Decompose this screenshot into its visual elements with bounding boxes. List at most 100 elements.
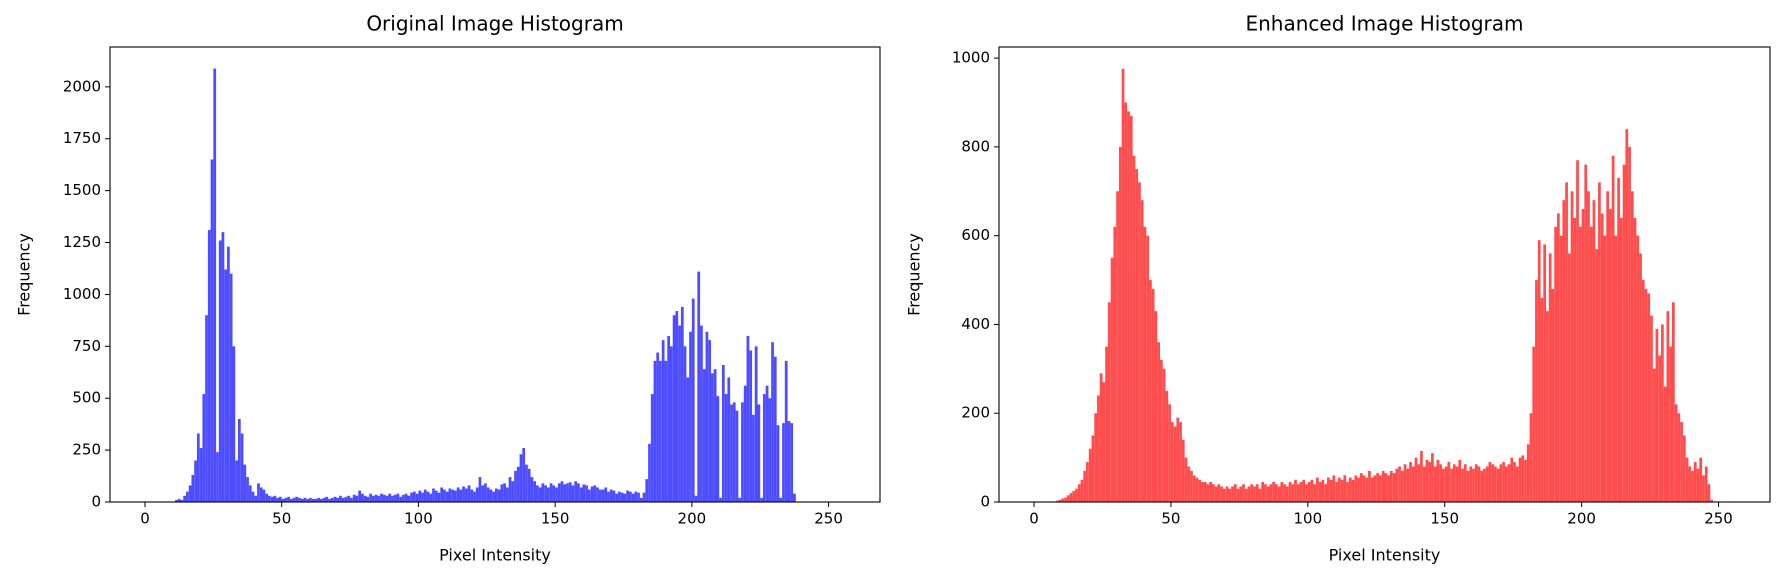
y-tick-label: 750: [72, 337, 101, 355]
bar: [1644, 288, 1648, 502]
bar: [787, 421, 791, 502]
bar: [341, 497, 345, 502]
bar: [1138, 182, 1141, 502]
bar: [1337, 477, 1341, 502]
y-axis-label: Frequency: [15, 233, 34, 316]
bar: [207, 230, 211, 502]
bar: [659, 360, 662, 502]
y-tick-label: 200: [961, 404, 990, 422]
bar: [292, 497, 296, 502]
bar: [333, 496, 337, 502]
bar: [1162, 368, 1166, 502]
bar: [1384, 473, 1388, 502]
bar: [1480, 470, 1484, 502]
bar: [1129, 115, 1133, 503]
bar: [1250, 484, 1254, 502]
bar: [1535, 280, 1538, 502]
bar: [743, 385, 747, 502]
bar: [221, 232, 225, 503]
bar: [1661, 324, 1664, 502]
bar: [1086, 462, 1089, 502]
bar: [1277, 486, 1281, 502]
bar: [1529, 413, 1533, 502]
bar: [516, 466, 520, 502]
bar: [1658, 355, 1662, 502]
bar: [467, 485, 471, 502]
bar: [1274, 484, 1278, 502]
bar: [273, 495, 277, 502]
x-tick-label: 50: [1161, 510, 1180, 528]
bar: [393, 494, 397, 502]
bar: [1299, 482, 1303, 502]
bar: [1461, 468, 1464, 502]
bar: [1272, 482, 1275, 502]
bar: [246, 477, 249, 502]
bar: [639, 497, 643, 502]
bar: [443, 489, 446, 502]
bar: [183, 495, 187, 502]
bar: [481, 485, 485, 502]
bar: [1357, 477, 1360, 502]
bar: [1633, 217, 1637, 502]
bar: [1113, 226, 1117, 502]
bar: [1496, 468, 1500, 502]
bar: [451, 489, 454, 502]
bar: [1332, 475, 1336, 502]
x-tick-label: 250: [814, 510, 843, 528]
bar: [402, 494, 405, 502]
bar: [1288, 482, 1292, 502]
bar: [276, 497, 279, 502]
bar: [1217, 484, 1221, 502]
bar: [661, 340, 665, 502]
bar: [1146, 235, 1150, 502]
bar: [1598, 182, 1601, 502]
bar: [295, 496, 299, 502]
bar: [1244, 488, 1248, 502]
bar: [1231, 486, 1234, 502]
bar: [1173, 426, 1177, 502]
bar: [505, 487, 509, 502]
bar: [1546, 311, 1549, 502]
bar: [768, 398, 772, 502]
bar: [1554, 226, 1557, 502]
bar: [287, 496, 290, 502]
bar: [227, 246, 230, 502]
bar: [196, 433, 200, 502]
bar: [1650, 315, 1653, 502]
bar: [656, 352, 660, 502]
bar: [711, 373, 714, 502]
bar: [771, 342, 774, 502]
x-axis-label: Pixel Intensity: [1329, 546, 1441, 565]
bar: [1431, 453, 1434, 502]
bar: [396, 493, 400, 502]
bar: [557, 483, 561, 502]
bar: [735, 410, 739, 502]
bar: [1302, 479, 1306, 502]
bar: [598, 489, 602, 502]
bar: [289, 498, 293, 502]
bar: [1135, 169, 1139, 502]
bar: [399, 496, 403, 502]
axes-frame: [998, 46, 1771, 503]
bar: [1494, 466, 1497, 502]
bar: [1091, 435, 1095, 502]
bar: [473, 491, 476, 502]
bar: [1463, 464, 1467, 502]
bar: [459, 489, 463, 502]
bar: [456, 487, 460, 502]
bar: [210, 159, 214, 502]
bar: [1548, 253, 1552, 502]
bar: [489, 489, 493, 502]
bar: [407, 495, 411, 502]
bar: [1433, 466, 1437, 502]
bar: [1124, 102, 1128, 503]
y-tick-label: 1500: [63, 181, 101, 199]
bar: [371, 495, 375, 502]
bar: [590, 486, 594, 502]
bar: [762, 394, 766, 502]
bar: [270, 496, 274, 502]
bar: [358, 490, 362, 502]
bar: [1285, 486, 1289, 502]
bar: [1680, 422, 1683, 502]
